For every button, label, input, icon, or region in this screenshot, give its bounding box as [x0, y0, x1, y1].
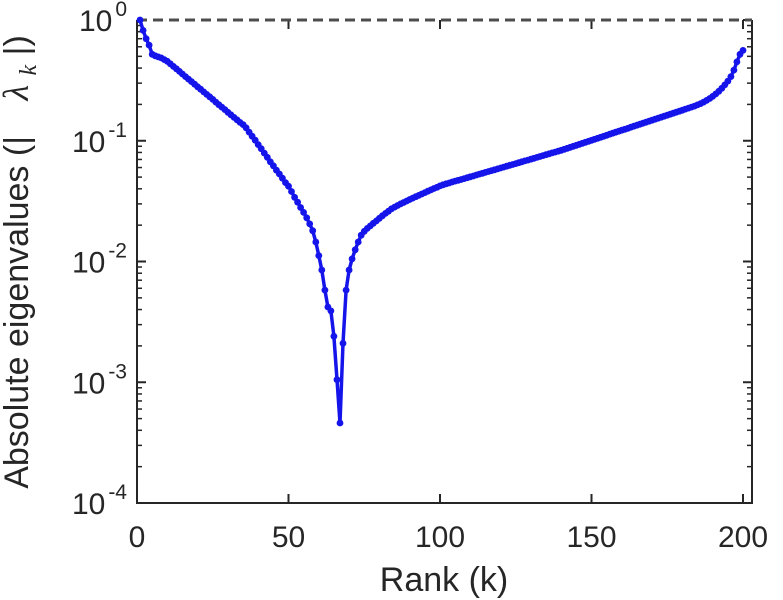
data-point-marker: [306, 220, 314, 228]
data-point-marker: [321, 286, 329, 294]
data-point-marker: [315, 252, 323, 259]
data-point-marker: [291, 193, 298, 201]
y-tick-exponent: -3: [108, 360, 127, 383]
data-point-marker: [145, 41, 153, 49]
y-tick-exponent: -1: [108, 119, 127, 142]
y-tick-label: 10 -4: [72, 481, 127, 521]
data-point-marker: [297, 204, 304, 211]
y-tick-label: 10 -3: [72, 360, 127, 400]
data-point-marker: [333, 376, 341, 384]
data-point-marker: [318, 266, 326, 274]
y-tick-base: 10: [72, 247, 105, 280]
y-tick-exponent: 0: [115, 0, 127, 21]
y-tick-base: 10: [72, 126, 105, 159]
x-tick-label: 200: [718, 521, 768, 554]
y-axis-label: Absolute eigenvalues (| λ k |): [0, 35, 44, 489]
y-tick-label: 10 -1: [72, 119, 127, 159]
data-point-marker: [739, 47, 747, 54]
data-point-marker: [300, 209, 307, 216]
data-point-marker: [336, 419, 344, 427]
data-point-marker: [312, 238, 320, 246]
data-point-marker: [139, 27, 147, 34]
y-tick-exponent: -2: [108, 240, 127, 263]
data-point-marker: [339, 339, 347, 347]
x-tick-label: 150: [566, 521, 616, 554]
y-tick-base: 10: [72, 367, 105, 400]
axes-box: [136, 20, 753, 504]
eigenvalue-markers: [136, 16, 747, 427]
data-point-marker: [727, 73, 735, 80]
data-point-marker: [733, 58, 741, 66]
data-point-marker: [351, 246, 359, 254]
y-tick-base: 10: [79, 5, 112, 38]
y-axis-label-prefix: Absolute eigenvalues (|: [0, 136, 36, 489]
data-point-marker: [342, 286, 350, 294]
y-tick-exponent: -4: [108, 481, 127, 504]
x-tick-label: 100: [415, 521, 465, 554]
y-axis-label-suffix: |): [0, 35, 36, 55]
data-point-marker: [142, 35, 150, 43]
data-point-marker: [348, 255, 356, 263]
data-point-marker: [309, 227, 317, 235]
x-axis-label: Rank (k): [380, 561, 508, 599]
lambda-subscript: k: [16, 64, 42, 75]
lambda-symbol: λ: [0, 85, 36, 102]
data-point-marker: [730, 66, 738, 74]
eigenvalue-curve: [138, 18, 745, 425]
x-tick-label: 0: [129, 521, 146, 554]
y-tick-label: 10 -2: [72, 240, 127, 280]
data-point-marker: [136, 16, 144, 24]
x-tick-label: 50: [272, 521, 305, 554]
data-point-marker: [285, 182, 292, 190]
data-point-marker: [294, 198, 301, 206]
y-tick-label: 10 0: [79, 0, 127, 38]
data-point-marker: [327, 307, 335, 315]
y-tick-base: 10: [72, 488, 105, 521]
data-point-marker: [354, 238, 362, 246]
data-point-marker: [303, 214, 311, 222]
data-point-marker: [288, 188, 295, 195]
data-point-marker: [345, 266, 353, 274]
data-point-marker: [330, 332, 338, 340]
